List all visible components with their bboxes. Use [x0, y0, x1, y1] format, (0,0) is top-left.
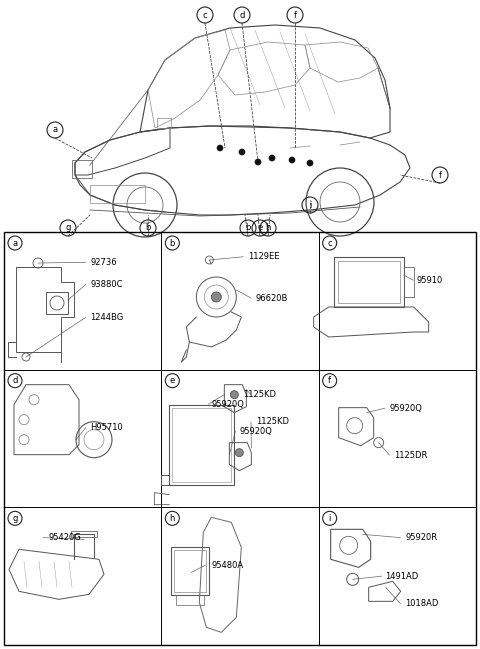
Text: 95920Q: 95920Q	[240, 427, 273, 436]
Text: e: e	[257, 223, 263, 232]
Circle shape	[211, 292, 221, 302]
Text: 1125KD: 1125KD	[256, 417, 289, 426]
Text: g: g	[12, 514, 18, 523]
Text: d: d	[12, 376, 18, 385]
Text: b: b	[145, 223, 151, 232]
Text: h: h	[169, 514, 175, 523]
Text: c: c	[327, 238, 332, 247]
Text: 1018AD: 1018AD	[405, 599, 439, 608]
Circle shape	[230, 391, 239, 398]
Text: a: a	[52, 125, 58, 134]
Bar	[337, 261, 400, 303]
Text: 1125DR: 1125DR	[394, 450, 428, 459]
Text: 95920Q: 95920Q	[389, 404, 422, 413]
Text: 95920R: 95920R	[405, 533, 437, 542]
Bar	[172, 408, 231, 482]
Text: c: c	[203, 10, 207, 19]
Bar	[71, 532, 97, 537]
Circle shape	[217, 145, 223, 151]
Circle shape	[307, 160, 313, 166]
Text: e: e	[170, 376, 175, 385]
Text: 1244BG: 1244BG	[91, 313, 124, 322]
Text: 95480A: 95480A	[212, 561, 244, 570]
Bar	[174, 550, 206, 593]
Bar	[157, 118, 171, 128]
Text: i: i	[309, 201, 311, 210]
Circle shape	[235, 448, 243, 457]
Bar	[90, 185, 145, 203]
Bar	[176, 595, 204, 606]
Text: i: i	[328, 514, 331, 523]
Text: 95420G: 95420G	[48, 533, 81, 542]
Text: f: f	[293, 10, 297, 19]
Text: 96620B: 96620B	[256, 293, 288, 302]
Circle shape	[239, 149, 245, 155]
Text: a: a	[12, 238, 18, 247]
Text: d: d	[240, 10, 245, 19]
Circle shape	[289, 157, 295, 163]
Text: 95910: 95910	[416, 276, 443, 285]
Text: 93880C: 93880C	[91, 280, 123, 289]
Text: f: f	[439, 171, 442, 180]
Text: 92736: 92736	[91, 258, 117, 267]
Text: 1491AD: 1491AD	[385, 572, 418, 581]
Bar	[4, 232, 476, 645]
Text: f: f	[328, 376, 331, 385]
Bar	[404, 267, 414, 297]
Bar	[169, 405, 234, 485]
Text: 1125KD: 1125KD	[243, 390, 276, 399]
Circle shape	[269, 155, 275, 161]
Bar	[72, 160, 92, 178]
Bar	[46, 292, 68, 314]
Text: b: b	[169, 238, 175, 247]
Text: h: h	[265, 223, 271, 232]
Text: 1129EE: 1129EE	[248, 252, 279, 262]
Bar	[171, 547, 209, 595]
Circle shape	[255, 159, 261, 165]
Text: g: g	[65, 223, 71, 232]
Bar	[334, 257, 404, 307]
Text: 95920Q: 95920Q	[212, 400, 244, 409]
Text: H95710: H95710	[91, 423, 123, 432]
Text: b: b	[245, 223, 251, 232]
